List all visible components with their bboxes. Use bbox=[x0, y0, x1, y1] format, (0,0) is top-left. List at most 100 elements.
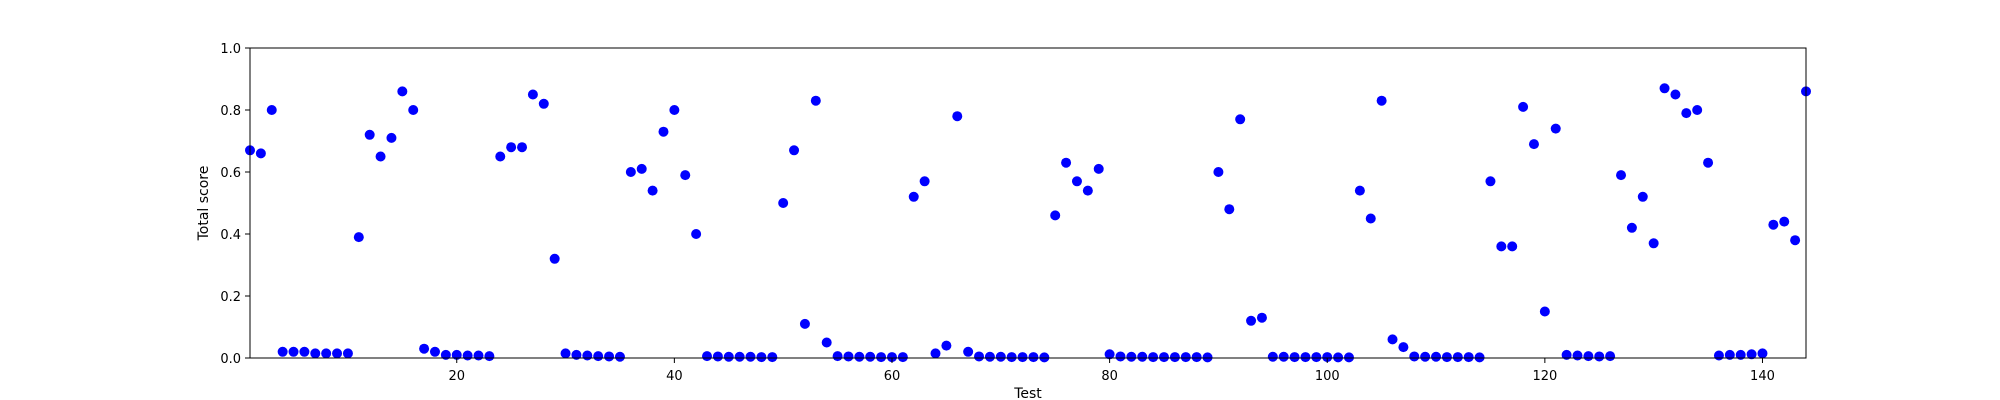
data-point-63 bbox=[919, 176, 930, 187]
data-point-56 bbox=[843, 351, 854, 362]
data-point-33 bbox=[593, 351, 604, 362]
data-point-55 bbox=[832, 351, 843, 362]
data-point-110 bbox=[1431, 351, 1442, 362]
x-tick-label: 120 bbox=[1532, 369, 1557, 384]
data-point-99 bbox=[1311, 352, 1322, 363]
data-point-119 bbox=[1528, 139, 1539, 150]
data-point-122 bbox=[1561, 349, 1572, 360]
data-point-120 bbox=[1539, 306, 1550, 317]
y-tick-label: 0.8 bbox=[220, 104, 241, 119]
data-point-41 bbox=[680, 170, 691, 181]
data-point-94 bbox=[1256, 312, 1267, 323]
data-point-81 bbox=[1115, 351, 1126, 362]
data-point-24 bbox=[495, 151, 506, 162]
data-point-13 bbox=[375, 151, 386, 162]
x-tick-label: 40 bbox=[666, 369, 683, 384]
x-tick-label: 80 bbox=[1101, 369, 1118, 384]
data-point-70 bbox=[995, 351, 1006, 362]
x-axis-label: Test bbox=[1013, 386, 1042, 400]
data-point-88 bbox=[1191, 352, 1202, 363]
data-point-77 bbox=[1071, 176, 1082, 187]
data-point-48 bbox=[756, 352, 767, 363]
data-point-104 bbox=[1365, 213, 1376, 224]
y-axis-label: Total score bbox=[196, 166, 212, 242]
data-point-141 bbox=[1768, 219, 1779, 230]
data-point-14 bbox=[386, 132, 397, 143]
data-point-80 bbox=[1104, 349, 1115, 360]
data-point-84 bbox=[1148, 352, 1159, 363]
data-point-72 bbox=[1017, 352, 1028, 363]
data-point-49 bbox=[767, 352, 778, 363]
data-point-21 bbox=[462, 350, 473, 361]
data-point-2 bbox=[255, 148, 266, 159]
data-point-37 bbox=[636, 163, 647, 174]
data-point-93 bbox=[1246, 315, 1257, 326]
data-point-15 bbox=[397, 86, 408, 97]
data-point-30 bbox=[560, 348, 571, 359]
data-point-19 bbox=[440, 349, 451, 360]
data-point-16 bbox=[408, 105, 419, 115]
data-point-34 bbox=[604, 351, 615, 362]
data-point-138 bbox=[1735, 349, 1746, 360]
data-point-20 bbox=[451, 349, 462, 360]
y-tick-label: 1.0 bbox=[220, 42, 241, 57]
data-point-105 bbox=[1376, 95, 1387, 106]
data-point-113 bbox=[1463, 352, 1474, 363]
data-point-102 bbox=[1343, 352, 1354, 363]
data-point-128 bbox=[1626, 222, 1637, 233]
data-point-35 bbox=[614, 351, 625, 362]
data-point-42 bbox=[691, 229, 702, 239]
data-point-73 bbox=[1028, 352, 1039, 363]
data-point-127 bbox=[1616, 170, 1627, 181]
data-point-82 bbox=[1126, 351, 1137, 362]
data-point-43 bbox=[702, 351, 713, 362]
data-point-92 bbox=[1235, 114, 1246, 125]
data-point-69 bbox=[984, 351, 995, 362]
data-point-96 bbox=[1278, 351, 1289, 362]
data-point-135 bbox=[1703, 157, 1714, 168]
data-point-140 bbox=[1757, 348, 1768, 359]
data-point-132 bbox=[1670, 89, 1681, 100]
data-point-46 bbox=[734, 351, 745, 362]
data-point-95 bbox=[1267, 351, 1278, 362]
data-point-133 bbox=[1681, 108, 1692, 119]
data-point-54 bbox=[821, 337, 832, 348]
y-tick-label: 0.2 bbox=[220, 290, 241, 305]
y-tick-label: 0.0 bbox=[220, 352, 241, 367]
data-point-86 bbox=[1169, 352, 1180, 363]
data-points bbox=[245, 83, 1811, 363]
x-tick-label: 20 bbox=[448, 369, 465, 384]
data-point-129 bbox=[1637, 191, 1648, 202]
data-point-78 bbox=[1082, 185, 1093, 196]
data-point-98 bbox=[1300, 352, 1311, 363]
data-point-32 bbox=[582, 350, 593, 361]
x-axis-ticks: 20 40 60 80 100 120 140 bbox=[448, 358, 1775, 384]
data-point-45 bbox=[723, 351, 734, 362]
data-point-74 bbox=[1039, 352, 1050, 363]
data-point-114 bbox=[1474, 352, 1485, 363]
data-point-65 bbox=[941, 340, 952, 351]
data-point-107 bbox=[1398, 342, 1409, 353]
data-point-31 bbox=[571, 349, 582, 360]
data-point-53 bbox=[810, 95, 821, 106]
data-point-137 bbox=[1724, 349, 1735, 360]
data-point-58 bbox=[865, 351, 876, 362]
data-point-11 bbox=[353, 232, 364, 243]
data-point-130 bbox=[1648, 238, 1659, 249]
data-point-5 bbox=[288, 346, 299, 357]
data-point-10 bbox=[342, 348, 353, 359]
data-point-17 bbox=[419, 343, 430, 354]
data-point-29 bbox=[549, 253, 560, 264]
data-point-68 bbox=[974, 351, 985, 362]
data-point-97 bbox=[1289, 352, 1300, 363]
data-point-61 bbox=[897, 352, 908, 363]
data-point-101 bbox=[1333, 352, 1344, 363]
data-point-125 bbox=[1594, 351, 1605, 362]
data-point-39 bbox=[658, 126, 669, 137]
x-tick-label: 60 bbox=[884, 369, 901, 384]
data-point-62 bbox=[908, 191, 919, 202]
data-point-12 bbox=[364, 129, 375, 140]
data-point-124 bbox=[1583, 351, 1594, 362]
data-point-136 bbox=[1713, 350, 1724, 361]
